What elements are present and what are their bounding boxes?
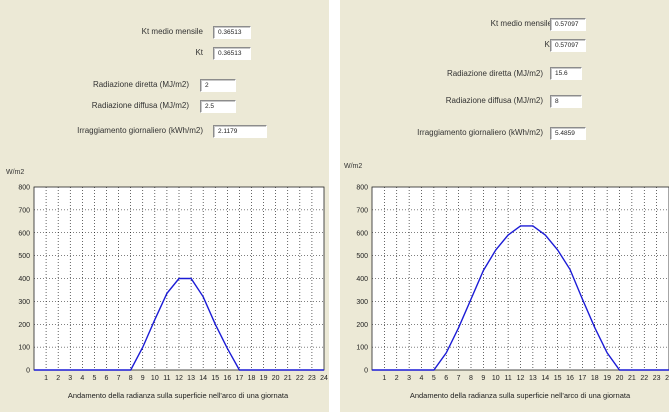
irradiance-chart: 1234567891011121314151617181920212223240… [356, 185, 669, 400]
y-tick-label: 800 [356, 185, 368, 192]
radiazione-diretta-field[interactable]: 2 [200, 79, 236, 92]
kt-medio-label: Kt medio mensile [141, 27, 203, 36]
x-tick-label: 2 [395, 375, 399, 382]
x-tick-label: 5 [432, 375, 436, 382]
x-tick-label: 11 [163, 375, 170, 382]
x-tick-label: 10 [151, 375, 159, 382]
panel-right: Kt medio mensile 0.57097 Kt 0.57097 Radi… [340, 0, 669, 412]
y-tick-label: 500 [356, 253, 368, 260]
x-tick-label: 19 [603, 375, 611, 382]
x-tick-label: 8 [129, 375, 133, 382]
y-tick-label: 400 [356, 276, 368, 283]
x-tick-label: 12 [517, 375, 525, 382]
x-tick-label: 18 [248, 375, 256, 382]
kt-field[interactable]: 0.57097 [550, 39, 586, 52]
x-tick-label: 6 [444, 375, 448, 382]
y-tick-label: 0 [26, 368, 30, 375]
panel-left: Kt medio mensile 0.36513 Kt 0.36513 Radi… [0, 0, 329, 412]
x-tick-label: 9 [481, 375, 485, 382]
x-tick-label: 3 [68, 375, 72, 382]
x-tick-label: 7 [457, 375, 461, 382]
irraggiamento-field[interactable]: 5.4859 [550, 127, 586, 140]
y-tick-label: 400 [18, 276, 30, 283]
radiazione-diffusa-label: Radiazione diffusa (MJ/m2) [445, 96, 543, 105]
x-tick-label: 10 [492, 375, 500, 382]
x-tick-label: 1 [44, 375, 48, 382]
radiazione-diretta-label: Radiazione diretta (MJ/m2) [92, 80, 189, 89]
x-tick-label: 4 [80, 375, 84, 382]
x-tick-label: 12 [175, 375, 183, 382]
plot-border [371, 186, 669, 371]
kt-label: Kt [195, 48, 203, 57]
y-unit-label: W/m2 [6, 169, 25, 176]
kt-field[interactable]: 0.36513 [213, 47, 251, 60]
radiazione-diretta-field[interactable]: 15.6 [550, 67, 582, 80]
x-tick-label: 14 [199, 375, 207, 382]
y-unit-label: W/m2 [344, 163, 363, 170]
y-tick-label: 200 [356, 322, 368, 329]
x-tick-label: 16 [566, 375, 574, 382]
x-tick-label: 15 [554, 375, 562, 382]
x-tick-label: 2 [56, 375, 60, 382]
x-tick-label: 21 [628, 375, 636, 382]
x-tick-label: 4 [420, 375, 424, 382]
x-tick-label: 19 [260, 375, 268, 382]
x-tick-label: 11 [504, 375, 511, 382]
radiazione-diretta-label: Radiazione diretta (MJ/m2) [446, 69, 543, 78]
y-tick-label: 300 [18, 299, 30, 306]
kt-medio-field[interactable]: 0.36513 [213, 26, 251, 39]
kt-label: Kt [544, 40, 552, 49]
x-tick-label: 18 [591, 375, 599, 382]
x-tick-label: 20 [272, 375, 280, 382]
x-tick-label: 22 [640, 375, 648, 382]
y-tick-label: 100 [18, 345, 30, 352]
radiazione-diffusa-label: Radiazione diffusa (MJ/m2) [91, 101, 189, 110]
x-tick-label: 24 [320, 375, 328, 382]
y-tick-label: 700 [356, 207, 368, 214]
x-tick-label: 22 [296, 375, 304, 382]
x-tick-label: 6 [105, 375, 109, 382]
x-tick-label: 24 [665, 375, 669, 382]
irraggiamento-label: Irraggiamento giornaliero (kWh/m2) [417, 128, 543, 137]
y-tick-label: 300 [356, 299, 368, 306]
x-axis-label: Andamento della radianza sulla superfici… [410, 391, 631, 400]
kt-medio-label: Kt medio mensile [490, 19, 552, 28]
x-tick-label: 16 [223, 375, 231, 382]
x-tick-label: 20 [616, 375, 624, 382]
x-axis-label: Andamento della radianza sulla superfici… [68, 391, 289, 400]
x-tick-label: 1 [382, 375, 386, 382]
x-tick-label: 13 [187, 375, 195, 382]
x-tick-label: 15 [211, 375, 219, 382]
y-tick-label: 0 [364, 368, 368, 375]
radiazione-diffusa-field[interactable]: 8 [550, 95, 582, 108]
x-tick-label: 13 [529, 375, 537, 382]
x-tick-label: 17 [578, 375, 586, 382]
y-tick-label: 600 [356, 230, 368, 237]
x-tick-label: 14 [541, 375, 549, 382]
y-tick-label: 100 [356, 345, 368, 352]
y-tick-label: 500 [18, 253, 30, 260]
x-tick-label: 17 [236, 375, 244, 382]
y-tick-label: 200 [18, 322, 30, 329]
irraggiamento-field[interactable]: 2.1179 [213, 125, 267, 138]
x-tick-label: 8 [469, 375, 473, 382]
x-tick-label: 23 [653, 375, 661, 382]
y-tick-label: 700 [18, 207, 30, 214]
plot-border [33, 186, 325, 371]
x-tick-label: 3 [407, 375, 411, 382]
y-tick-label: 600 [18, 230, 30, 237]
kt-medio-field[interactable]: 0.57097 [550, 18, 586, 31]
x-tick-label: 5 [92, 375, 96, 382]
x-tick-label: 9 [141, 375, 145, 382]
x-tick-label: 7 [117, 375, 121, 382]
x-tick-label: 23 [308, 375, 316, 382]
irraggiamento-label: Irraggiamento giornaliero (kWh/m2) [77, 126, 203, 135]
x-tick-label: 21 [284, 375, 292, 382]
y-tick-label: 800 [18, 185, 30, 192]
radiazione-diffusa-field[interactable]: 2.5 [200, 100, 236, 113]
